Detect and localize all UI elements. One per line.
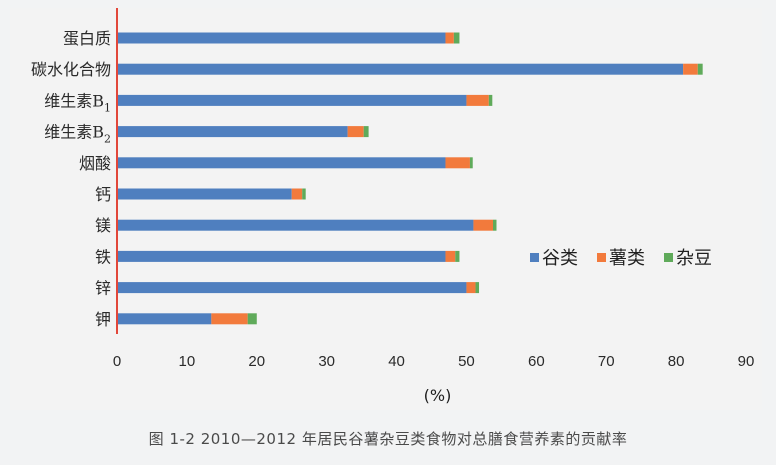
chart-panel: 蛋白质碳水化合物维生素B1 维生素B2 烟酸钙镁铁锌钾 0 10 20 30 40 50 60 7… [10, 8, 762, 410]
bar-1-series-0 [117, 63, 684, 75]
bar-7-series-0 [117, 250, 446, 262]
x-tick-label: 80 [668, 353, 685, 370]
legend-swatch-1 [597, 253, 606, 262]
bar-0-series-2 [453, 32, 460, 44]
bar-5-series-1 [291, 188, 303, 200]
category-label: 蛋白质 [63, 29, 111, 48]
category-label: 钙 [95, 185, 111, 204]
category-label: 烟酸 [79, 154, 111, 173]
legend-label-1: 薯类 [609, 248, 645, 269]
category-label: 维生素B2 [44, 123, 111, 146]
bar-8-series-0 [117, 282, 467, 294]
x-tick-label: 20 [248, 353, 265, 370]
bar-9-series-0 [117, 313, 212, 325]
bar-3-series-0 [117, 126, 348, 138]
x-tick-label: 90 [738, 353, 755, 370]
bar-1-series-2 [697, 63, 703, 75]
bar-4-series-0 [117, 157, 446, 169]
x-tick-label: 50 [458, 353, 475, 370]
bar-8-series-2 [475, 282, 480, 294]
bar-0-series-1 [445, 32, 454, 44]
bar-2-series-1 [466, 94, 489, 106]
legend-swatch-0 [530, 253, 539, 262]
x-tick-label: 0 [113, 353, 121, 370]
bar-7-series-1 [445, 250, 456, 262]
bar-6-series-0 [117, 219, 474, 231]
x-tick-label: 70 [598, 353, 615, 370]
x-tick-label: 10 [179, 353, 196, 370]
legend: 谷类 薯类 杂豆 [530, 248, 712, 269]
x-tick-labels: 0 10 20 30 40 50 60 70 80 90 [113, 353, 755, 370]
category-label: 镁 [95, 216, 111, 235]
bar-0-series-0 [117, 32, 446, 44]
bar-4-series-2 [469, 157, 473, 169]
bar-6-series-1 [473, 219, 494, 231]
bar-9-series-1 [211, 313, 248, 325]
bar-2-series-0 [117, 94, 467, 106]
bar-3-series-1 [347, 126, 364, 138]
legend-label-2: 杂豆 [676, 248, 712, 269]
bar-6-series-2 [493, 219, 497, 231]
figure-caption: 图 1-2 2010—2012 年居民谷薯杂豆类食物对总膳食营养素的贡献率 [148, 430, 628, 448]
category-label: 钾 [95, 310, 111, 329]
bar-2-series-2 [488, 94, 493, 106]
bar-5-series-0 [117, 188, 292, 200]
bars-layer [117, 32, 703, 325]
bar-7-series-2 [455, 250, 460, 262]
bar-1-series-1 [683, 63, 698, 75]
bar-9-series-2 [247, 313, 257, 325]
x-tick-label: 40 [388, 353, 405, 370]
bar-3-series-2 [363, 126, 369, 138]
category-label: 铁 [95, 247, 111, 266]
category-label: 维生素B1 [44, 91, 111, 114]
bar-5-series-2 [302, 188, 306, 200]
x-tick-label: 60 [528, 353, 545, 370]
x-tick-label: 30 [318, 353, 335, 370]
category-label: 锌 [95, 279, 111, 298]
category-label: 碳水化合物 [31, 60, 111, 79]
bar-8-series-1 [466, 282, 476, 294]
bar-4-series-1 [445, 157, 470, 169]
legend-swatch-2 [664, 253, 673, 262]
x-axis-unit: (%) [424, 386, 452, 405]
legend-label-0: 谷类 [542, 248, 578, 269]
